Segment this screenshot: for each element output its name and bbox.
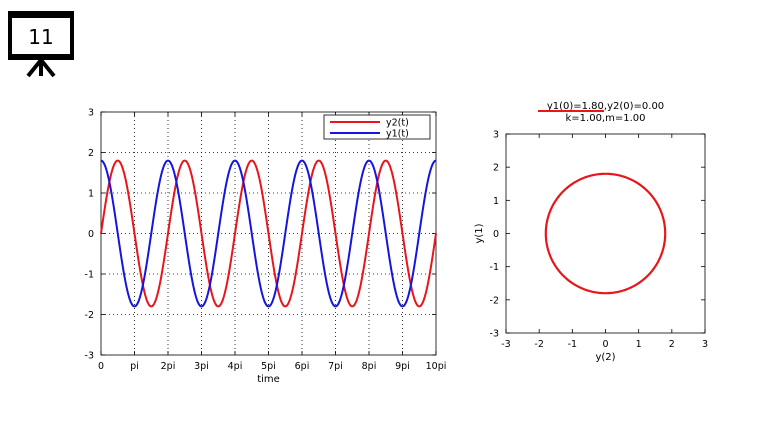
x-tick-label: 6pi [295, 361, 310, 372]
x-tick-label: 10pi [426, 361, 447, 372]
x-tick-label: 4pi [228, 361, 243, 372]
phase-plot-area [505, 133, 706, 334]
x-tick-label: 3 [702, 339, 708, 350]
x-tick-label: 7pi [328, 361, 343, 372]
y-tick-label: 2 [88, 148, 94, 159]
x-tick-label: 0 [98, 361, 104, 372]
phase-plot-x-axis-label: y(2) [595, 352, 615, 363]
legend-entry: y1(t) [386, 129, 409, 140]
x-tick-label: -2 [534, 339, 543, 350]
series-line-y2(t) [100, 159, 437, 308]
board-bottom-bar [8, 55, 74, 60]
legend-entry: y2(t) [386, 118, 409, 129]
legend-box [323, 114, 431, 140]
y-tick-label: -2 [85, 310, 94, 321]
phase-plot-curve [544, 172, 667, 295]
phase-plot-y-axis-label: y(1) [474, 223, 485, 243]
y-tick-label: 2 [493, 163, 499, 174]
time-series-x-axis-label: time [257, 374, 280, 385]
y-tick-label: 1 [493, 196, 499, 207]
x-tick-label: 2 [669, 339, 675, 350]
x-tick-label: 0 [602, 339, 608, 350]
y-tick-label: -2 [490, 295, 499, 306]
y-tick-label: 0 [88, 229, 94, 240]
presentation-board-icon: 11 [8, 11, 74, 78]
phase-plot-title-line-2: k=1.00,m=1.00 [566, 113, 646, 124]
x-tick-label: 3pi [194, 361, 209, 372]
phase-plot-title-line-1: y1(0)=1.80,y2(0)=0.00 [547, 101, 664, 112]
y-tick-label: 3 [88, 108, 94, 119]
phase-plot-ticks: -3 -2 -1 0 1 2 3 -3 -2 -1 0 1 2 3 [490, 130, 709, 351]
y-tick-label: 3 [493, 130, 499, 141]
x-tick-label: 9pi [395, 361, 410, 372]
time-series-legend: y2(t)y1(t) [323, 114, 431, 140]
time-series-chart: 0 pi 2pi 3pi 4pi 5pi 6pi 7pi 8pi 9pi 10pi -3 -2 -1 0 1 2… [85, 108, 447, 386]
y-tick-label: 1 [88, 189, 94, 200]
phase-plot-chart: y1(0)=1.80,y2(0)=0.00 k=1.00,m=1.00 -3 -2… [474, 101, 708, 363]
x-tick-label: -3 [501, 339, 510, 350]
y-tick-label: -3 [85, 351, 94, 362]
y-tick-label: -1 [490, 262, 499, 273]
time-series-grid [101, 112, 436, 355]
board-top-bar [8, 11, 74, 16]
series-line-y1(t) [100, 159, 437, 308]
board-leg-right [39, 58, 56, 78]
y-tick-label: -1 [85, 270, 94, 281]
x-tick-label: 2pi [161, 361, 176, 372]
time-series-ticks: 0 pi 2pi 3pi 4pi 5pi 6pi 7pi 8pi 9pi 10pi -3 -2 -1 0 1 2… [85, 108, 447, 373]
y-tick-label: 0 [493, 229, 499, 240]
x-tick-label: pi [130, 361, 139, 372]
x-tick-label: 1 [636, 339, 642, 350]
board-leg-left [26, 58, 43, 78]
x-tick-label: -1 [568, 339, 577, 350]
x-tick-label: 5pi [261, 361, 276, 372]
phase-circle-line [544, 172, 667, 295]
slide-number: 11 [28, 25, 53, 49]
y-tick-label: -3 [490, 329, 499, 340]
x-tick-label: 8pi [362, 361, 377, 372]
time-series-lines [100, 159, 437, 308]
